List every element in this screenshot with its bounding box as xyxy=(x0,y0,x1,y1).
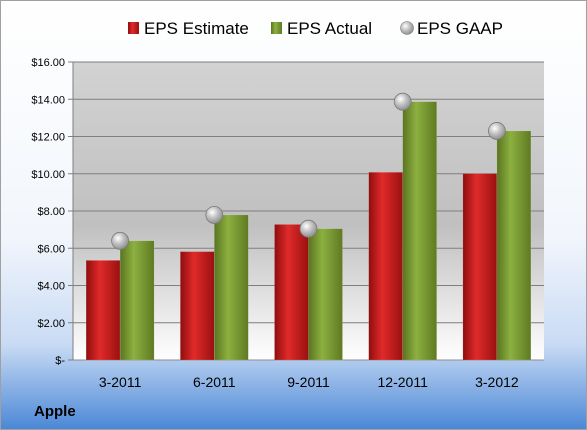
marker-eps-gaap xyxy=(111,231,129,250)
bar-eps-estimate xyxy=(85,260,121,361)
bar-eps-actual xyxy=(119,240,155,361)
x-tick-label: 12-2011 xyxy=(378,374,429,390)
legend-label: EPS GAAP xyxy=(417,19,503,38)
y-tick-label: $4.00 xyxy=(37,281,65,293)
bar-eps-actual xyxy=(214,214,249,361)
x-tick-label: 6-2011 xyxy=(193,374,236,390)
marker-eps-gaap xyxy=(487,122,506,140)
y-tick-label: $- xyxy=(55,355,65,367)
legend: EPS Estimate EPS Actual EPS GAAP xyxy=(128,19,503,38)
y-tick-label: $16.00 xyxy=(31,57,65,69)
bar-eps-actual xyxy=(308,228,343,361)
legend-label: EPS Estimate xyxy=(144,19,249,38)
bar-eps-actual xyxy=(402,101,437,361)
marker-eps-gaap xyxy=(299,219,318,238)
x-tick-label: 3-2012 xyxy=(475,374,519,390)
y-tick-label: $10.00 xyxy=(31,169,65,181)
bar-eps-estimate xyxy=(368,172,403,361)
legend-swatch xyxy=(271,22,282,34)
markers-layer xyxy=(111,92,506,250)
axis-layer: $- $2.00 $4.00 $6.00 $8.00 $10.00 $12.00 $14.00… xyxy=(31,57,519,390)
marker-eps-gaap xyxy=(393,92,412,111)
y-tick-label: $8.00 xyxy=(37,206,65,218)
y-tick-label: $2.00 xyxy=(37,318,65,330)
y-tick-label: $12.00 xyxy=(31,132,65,144)
bars-layer xyxy=(85,101,532,361)
legend-label: EPS Actual xyxy=(287,19,372,38)
legend-swatch xyxy=(128,22,139,34)
bar-eps-estimate xyxy=(274,224,309,361)
company-label: Apple xyxy=(34,403,76,420)
bar-eps-estimate xyxy=(180,251,215,361)
y-tick-label: $6.00 xyxy=(37,243,65,255)
y-tick-label: $14.00 xyxy=(31,94,65,106)
x-tick-label: 3-2011 xyxy=(99,374,142,390)
marker-eps-gaap xyxy=(205,206,224,224)
bar-eps-actual xyxy=(496,130,532,361)
legend-swatch xyxy=(400,21,414,35)
bar-eps-estimate xyxy=(462,173,498,361)
x-tick-label: 9-2011 xyxy=(287,374,330,390)
